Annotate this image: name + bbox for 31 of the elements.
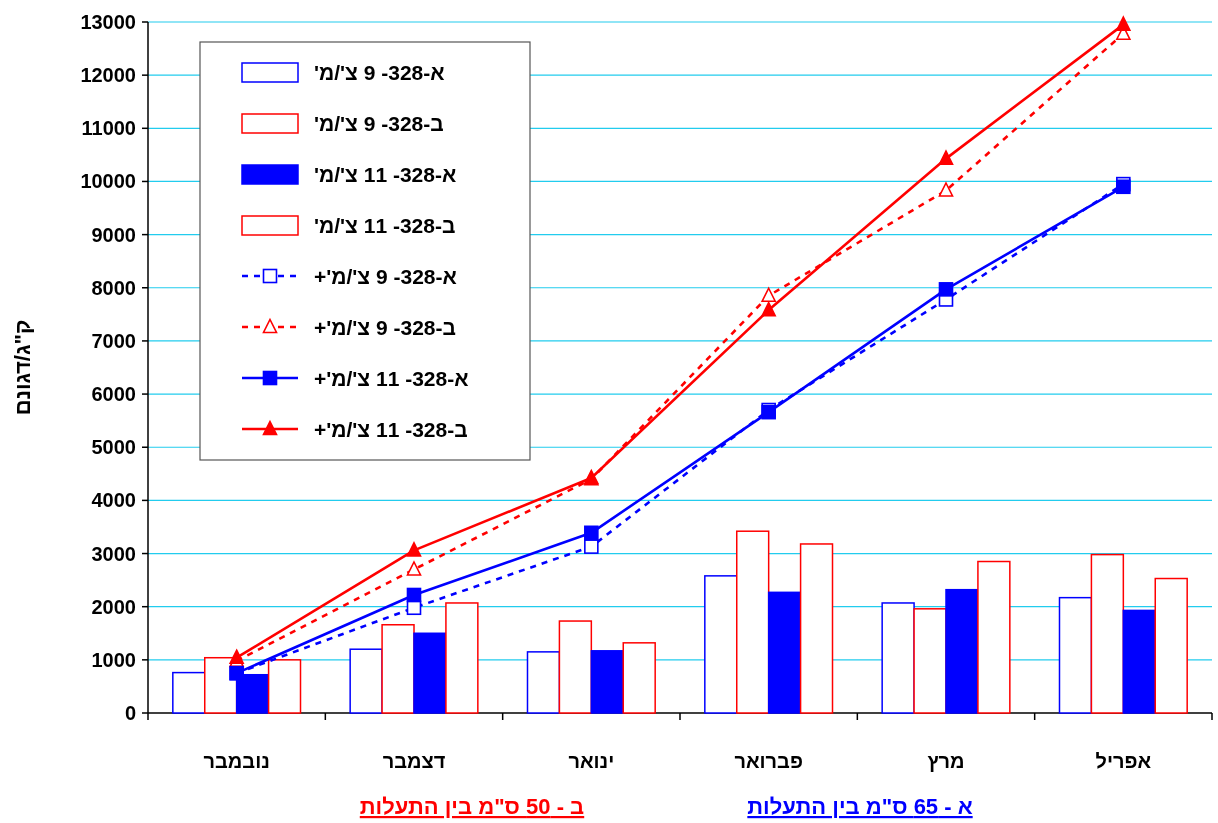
text: א - 65 ס"מ בין התעלות	[747, 794, 973, 819]
y-axis-title: ק"ג/דגונם	[10, 319, 35, 416]
legend-label: ב-328- 11 צ'/מ'+	[314, 418, 468, 441]
y-tick-label: 0	[124, 702, 136, 724]
legend-label: א-328- 9 צ'/מ'	[314, 61, 445, 84]
y-tick-label: 7000	[91, 329, 136, 352]
x-tick-label: מרץ	[927, 750, 965, 772]
x-tick-label: דצמבר	[382, 750, 446, 772]
y-tick-label: 13000	[80, 11, 136, 33]
legend-label: ב-328- 11 צ'/מ'	[314, 214, 456, 237]
y-tick-label: 1000	[91, 648, 136, 671]
y-tick-label: 11000	[81, 117, 136, 140]
x-tick-label: ינואר	[568, 750, 615, 772]
legend-label: א-328- 9 צ'/מ'+	[314, 265, 457, 288]
legend-label: א-328- 11 צ'/מ'+	[314, 367, 469, 390]
legend-label: ב-328- 9 צ'/מ'+	[314, 316, 456, 339]
text: ב - 50 ס"מ בין התעלות	[359, 794, 585, 819]
y-tick-label: 6000	[91, 383, 136, 406]
y-tick-label: 2000	[91, 595, 136, 618]
legend-label: ב-328- 9 צ'/מ'	[314, 112, 444, 135]
y-tick-label: 10000	[80, 170, 136, 193]
y-tick-label: 9000	[91, 223, 136, 246]
y-tick-label: 12000	[80, 64, 136, 87]
x-tick-label: אפריל	[1095, 750, 1152, 772]
legend-label: א-328- 11 צ'/מ'	[314, 163, 457, 186]
x-tick-label: פברואר	[734, 750, 803, 772]
y-tick-label: 8000	[91, 276, 136, 299]
y-tick-label: 3000	[91, 542, 136, 565]
y-tick-label: 4000	[91, 489, 136, 512]
x-tick-label: נובמבר	[203, 750, 270, 772]
y-tick-label: 5000	[91, 436, 136, 459]
